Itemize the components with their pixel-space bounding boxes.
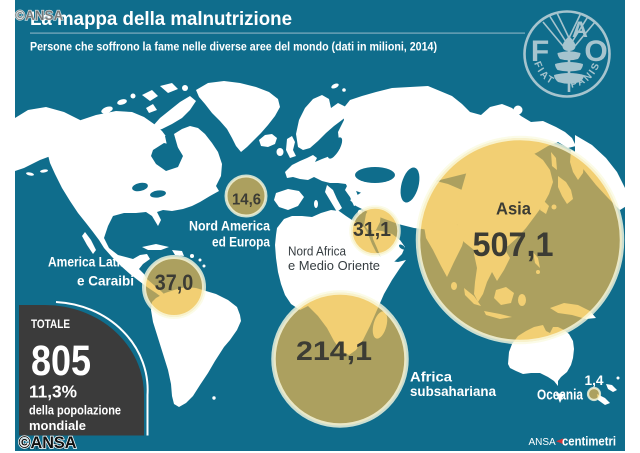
svg-text:Asia: Asia	[496, 199, 531, 219]
svg-text:31,1: 31,1	[353, 218, 391, 241]
svg-text:La mappa della malnutrizione: La mappa della malnutrizione	[30, 8, 292, 30]
svg-text:37,0: 37,0	[155, 270, 194, 295]
svg-text:1,4: 1,4	[585, 373, 604, 388]
svg-text:centimetri: centimetri	[562, 435, 616, 449]
svg-text:A: A	[572, 17, 588, 42]
svg-text:F: F	[531, 35, 549, 68]
svg-text:subsahariana: subsahariana	[410, 384, 496, 399]
svg-text:Nord America: Nord America	[189, 219, 270, 234]
svg-text:805: 805	[31, 337, 91, 385]
svg-text:507,1: 507,1	[473, 226, 554, 264]
svg-text:ANSA: ANSA	[529, 437, 557, 448]
svg-text:Africa: Africa	[410, 370, 453, 385]
svg-text:Nord Africa: Nord Africa	[288, 244, 347, 259]
svg-text:della popolazione: della popolazione	[29, 403, 121, 418]
svg-text:e Medio Oriente: e Medio Oriente	[288, 258, 380, 273]
svg-text:Fonte: Fao: Fonte: Fao	[22, 442, 68, 452]
svg-text:©ANSA: ©ANSA	[19, 434, 77, 452]
svg-text:©ANSA: ©ANSA	[15, 8, 63, 23]
svg-text:214,1: 214,1	[296, 336, 372, 366]
svg-text:Oceania: Oceania	[537, 387, 584, 404]
svg-text:O: O	[584, 35, 607, 68]
svg-text:ed Europa: ed Europa	[212, 234, 270, 249]
svg-text:mondiale: mondiale	[29, 418, 86, 433]
svg-text:TOTALE: TOTALE	[31, 319, 70, 331]
svg-text:America Latina: America Latina	[48, 254, 134, 269]
svg-text:Persone che soffrono la fame n: Persone che soffrono la fame nelle diver…	[30, 40, 437, 54]
svg-text:e Caraibi: e Caraibi	[77, 273, 134, 288]
svg-text:14,6: 14,6	[232, 192, 261, 209]
svg-text:11,3%: 11,3%	[29, 382, 77, 402]
